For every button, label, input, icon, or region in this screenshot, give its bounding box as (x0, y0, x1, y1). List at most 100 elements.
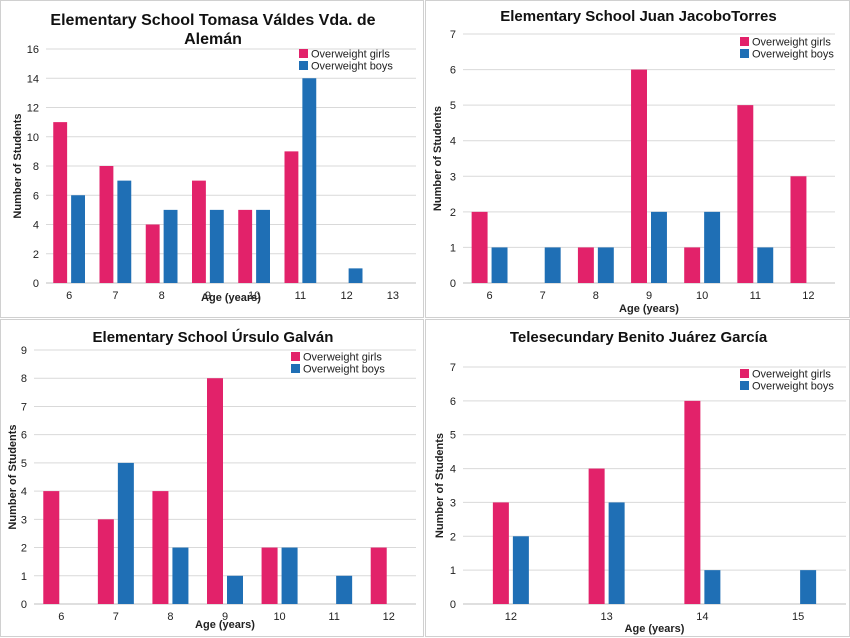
y-axis-label: Number of Students (434, 433, 446, 538)
x-tick-label: 11 (295, 290, 306, 302)
chart-svg: Elementary School Tomasa Váldes Vda. de A… (12, 12, 416, 304)
bar-boys (117, 180, 132, 283)
chart-panel-benito: Telesecundary Benito Juárez García 0 1 2 3 4 5… (425, 319, 850, 637)
y-tick-label: 9 (21, 345, 27, 357)
y-tick-label: 2 (450, 207, 456, 219)
y-axis-label: Number of Students (12, 113, 24, 218)
x-tick-label: 12 (383, 611, 395, 623)
x-tick-label: 7 (112, 290, 118, 302)
bar-boys (71, 195, 85, 283)
y-tick-label: 2 (33, 249, 39, 261)
bar-boys (348, 268, 363, 283)
chart-svg: Elementary School Úrsulo Galván 0 12 3 4 5 6 7 8… (7, 328, 416, 631)
bar-boys (757, 247, 774, 283)
x-tick-label: 9 (205, 290, 211, 302)
y-axis-label: Number of Students (7, 424, 19, 529)
bar-boys (651, 211, 667, 283)
y-tick-label: 4 (450, 464, 456, 476)
bar-boys (302, 78, 317, 283)
bar-girls (152, 491, 169, 604)
chart-panel-juan-jacobo: Elementary School Juan JacoboTorres 0 1 2 3 4… (425, 0, 850, 318)
x-tick-label: 10 (696, 290, 708, 302)
x-tick-label: 6 (58, 611, 64, 623)
bar-boys (608, 502, 625, 604)
chart-title: Elementary School Úrsulo Galván (93, 328, 334, 346)
y-tick-label: 6 (450, 396, 456, 408)
y-tick-label: 1 (21, 571, 27, 583)
y-tick-label: 14 (27, 73, 39, 85)
chart-title: Telesecundary Benito Juárez García (510, 329, 768, 346)
y-tick-label: 4 (33, 220, 39, 232)
x-tick-label: 11 (750, 290, 761, 302)
x-tick-label: 7 (540, 290, 546, 302)
bar-boys (256, 209, 270, 283)
bar-girls (43, 491, 60, 604)
y-axis-label: Number of Students (432, 106, 444, 211)
bar-girls (588, 468, 605, 604)
x-tick-label: 7 (113, 611, 119, 623)
legend-swatch-girls (291, 352, 300, 361)
x-tick-label: 10 (248, 290, 260, 302)
x-tick-label: 8 (167, 611, 173, 623)
legend-label-girls: Overweight girls (303, 352, 382, 364)
bar-boys (597, 247, 614, 283)
y-tick-label: 5 (450, 430, 456, 442)
x-tick-label: 9 (222, 611, 228, 623)
x-tick-label: 10 (273, 611, 285, 623)
legend-label-boys: Overweight boys (303, 364, 385, 376)
legend-swatch-girls (740, 37, 749, 46)
x-tick-label: 12 (341, 290, 353, 302)
y-tick-label: 0 (450, 599, 456, 611)
bar-boys (800, 570, 817, 604)
chart-title: Alemán (184, 31, 242, 48)
bar-girls (284, 151, 299, 283)
y-tick-label: 6 (21, 430, 27, 442)
legend-label-boys: Overweight boys (311, 61, 393, 73)
y-tick-label: 3 (450, 497, 456, 509)
y-tick-label: 4 (21, 486, 27, 498)
x-tick-label: 13 (387, 290, 399, 302)
y-tick-label: 4 (450, 136, 456, 148)
chart-title: Elementary School Juan JacoboTorres (500, 8, 776, 25)
x-axis-label: Age (years) (625, 623, 685, 635)
y-tick-label: 16 (27, 44, 39, 56)
y-tick-label: 5 (21, 458, 27, 470)
y-tick-label: 12 (27, 103, 39, 115)
y-tick-label: 6 (450, 65, 456, 77)
bar-girls (631, 69, 647, 283)
legend-label-boys: Overweight boys (752, 381, 834, 393)
legend-swatch-girls (299, 49, 308, 58)
y-tick-label: 7 (450, 362, 456, 374)
x-tick-label: 15 (792, 611, 804, 623)
y-tick-label: 8 (33, 161, 39, 173)
y-tick-label: 0 (33, 278, 39, 290)
legend-swatch-boys (740, 49, 749, 58)
x-axis-label: Age (years) (201, 292, 261, 304)
bar-girls (684, 400, 701, 604)
y-tick-label: 1 (450, 242, 456, 254)
y-tick-label: 3 (21, 514, 27, 526)
x-tick-label: 8 (159, 290, 165, 302)
bar-girls (53, 122, 68, 283)
chart-panel-tomasa: Elementary School Tomasa Váldes Vda. de A… (0, 0, 424, 318)
x-tick-label: 9 (646, 290, 652, 302)
y-tick-label: 7 (450, 29, 456, 41)
legend-label-boys: Overweight boys (752, 49, 834, 61)
x-tick-label: 8 (593, 290, 599, 302)
chart-svg: Elementary School Juan JacoboTorres01234… (432, 8, 835, 315)
x-tick-label: 13 (601, 611, 613, 623)
x-tick-label: 12 (802, 290, 814, 302)
bar-boys (704, 211, 721, 283)
y-tick-label: 10 (27, 132, 39, 144)
y-tick-label: 0 (450, 278, 456, 290)
legend-label-girls: Overweight girls (311, 49, 390, 61)
legend-label-girls: Overweight girls (752, 369, 831, 381)
bar-girls (471, 211, 488, 283)
y-tick-label: 0 (21, 599, 27, 611)
y-tick-label: 1 (450, 565, 456, 577)
x-axis-label: Age (years) (619, 303, 679, 315)
bar-boys (512, 536, 529, 604)
legend-label-girls: Overweight girls (752, 37, 831, 49)
x-tick-label: 14 (696, 611, 708, 623)
y-tick-label: 3 (450, 171, 456, 183)
